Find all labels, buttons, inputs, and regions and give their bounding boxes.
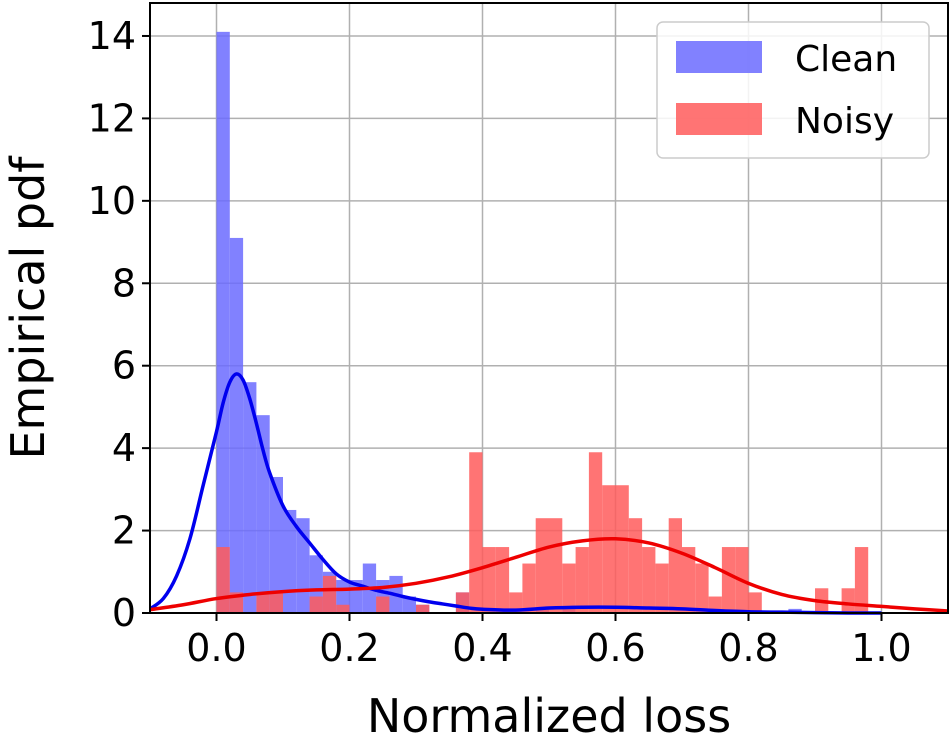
- y-tick-label-5: 10: [88, 179, 136, 223]
- bar-noisy-24: [655, 563, 669, 613]
- bar-noisy-8: [416, 604, 430, 613]
- bar-clean-2: [243, 382, 257, 613]
- x-axis-label: Normalized loss: [367, 689, 731, 739]
- y-tick-label-2: 4: [112, 426, 136, 470]
- bar-noisy-29: [721, 547, 736, 613]
- y-tick-label-4: 8: [112, 261, 136, 305]
- bar-noisy-34: [854, 547, 869, 613]
- legend-swatch-clean: [676, 41, 762, 73]
- x-tick-label-2: 0.4: [452, 626, 512, 670]
- bar-noisy-31: [748, 592, 762, 613]
- bar-noisy-5: [322, 575, 337, 613]
- bar-noisy-16: [549, 518, 563, 613]
- bar-noisy-23: [642, 547, 656, 613]
- x-tick-label-1: 0.2: [319, 626, 379, 670]
- bar-noisy-21: [615, 485, 629, 613]
- bar-noisy-7: [376, 596, 390, 613]
- legend-label-clean: Clean: [795, 39, 897, 80]
- bar-noisy-4: [309, 596, 323, 613]
- y-tick-label-7: 14: [88, 14, 136, 58]
- bar-noisy-0: [216, 547, 230, 613]
- bar-noisy-20: [602, 485, 616, 613]
- x-tick-label-3: 0.6: [585, 626, 645, 670]
- bar-noisy-33: [841, 588, 855, 613]
- kde-curves: [148, 372, 949, 615]
- bar-noisy-19: [588, 452, 603, 613]
- bar-clean-0: [216, 31, 230, 613]
- y-tick-label-1: 2: [112, 509, 136, 553]
- y-tick-label-0: 0: [112, 591, 136, 635]
- bar-noisy-11: [482, 547, 496, 613]
- plot-area-frame: [149, 2, 949, 614]
- bar-noisy-22: [628, 518, 643, 613]
- legend: Clean Noisy: [656, 21, 930, 159]
- bar-noisy-12: [495, 547, 510, 613]
- kde-line-noisy: [149, 536, 949, 613]
- bar-noisy-26: [682, 547, 696, 613]
- x-tick-label-4: 0.8: [718, 626, 778, 670]
- bar-noisy-18: [575, 547, 589, 613]
- bar-noisy-13: [509, 592, 523, 613]
- bar-noisy-25: [668, 518, 682, 613]
- bar-noisy-10: [469, 452, 483, 613]
- bar-noisy-17: [562, 563, 576, 613]
- bar-clean-1: [229, 237, 244, 613]
- y-tick-label-3: 6: [112, 344, 136, 388]
- bar-noisy-2: [256, 592, 270, 613]
- bars-noisy: [216, 452, 869, 613]
- bar-clean-4: [269, 476, 283, 613]
- bar-clean-14: [402, 596, 416, 613]
- y-axis-label: Empirical pdf: [1, 155, 55, 460]
- bar-noisy-15: [535, 518, 549, 613]
- legend-label-noisy: Noisy: [795, 101, 894, 142]
- legend-swatch-noisy: [676, 103, 762, 135]
- bar-noisy-9: [455, 592, 470, 613]
- bar-noisy-3: [269, 592, 283, 613]
- x-tick-label-5: 1.0: [851, 626, 911, 670]
- bar-noisy-6: [336, 604, 350, 613]
- bar-noisy-14: [522, 563, 536, 613]
- x-tick-label-0: 0.0: [186, 626, 246, 670]
- bar-clean-5: [283, 509, 297, 613]
- bar-noisy-27: [695, 563, 709, 613]
- axis-ticks: 0.0 0.2 0.4 0.6 0.8 1.0 0 2 4 6 8 10 12 14: [88, 14, 912, 670]
- y-tick-label-6: 12: [88, 96, 136, 140]
